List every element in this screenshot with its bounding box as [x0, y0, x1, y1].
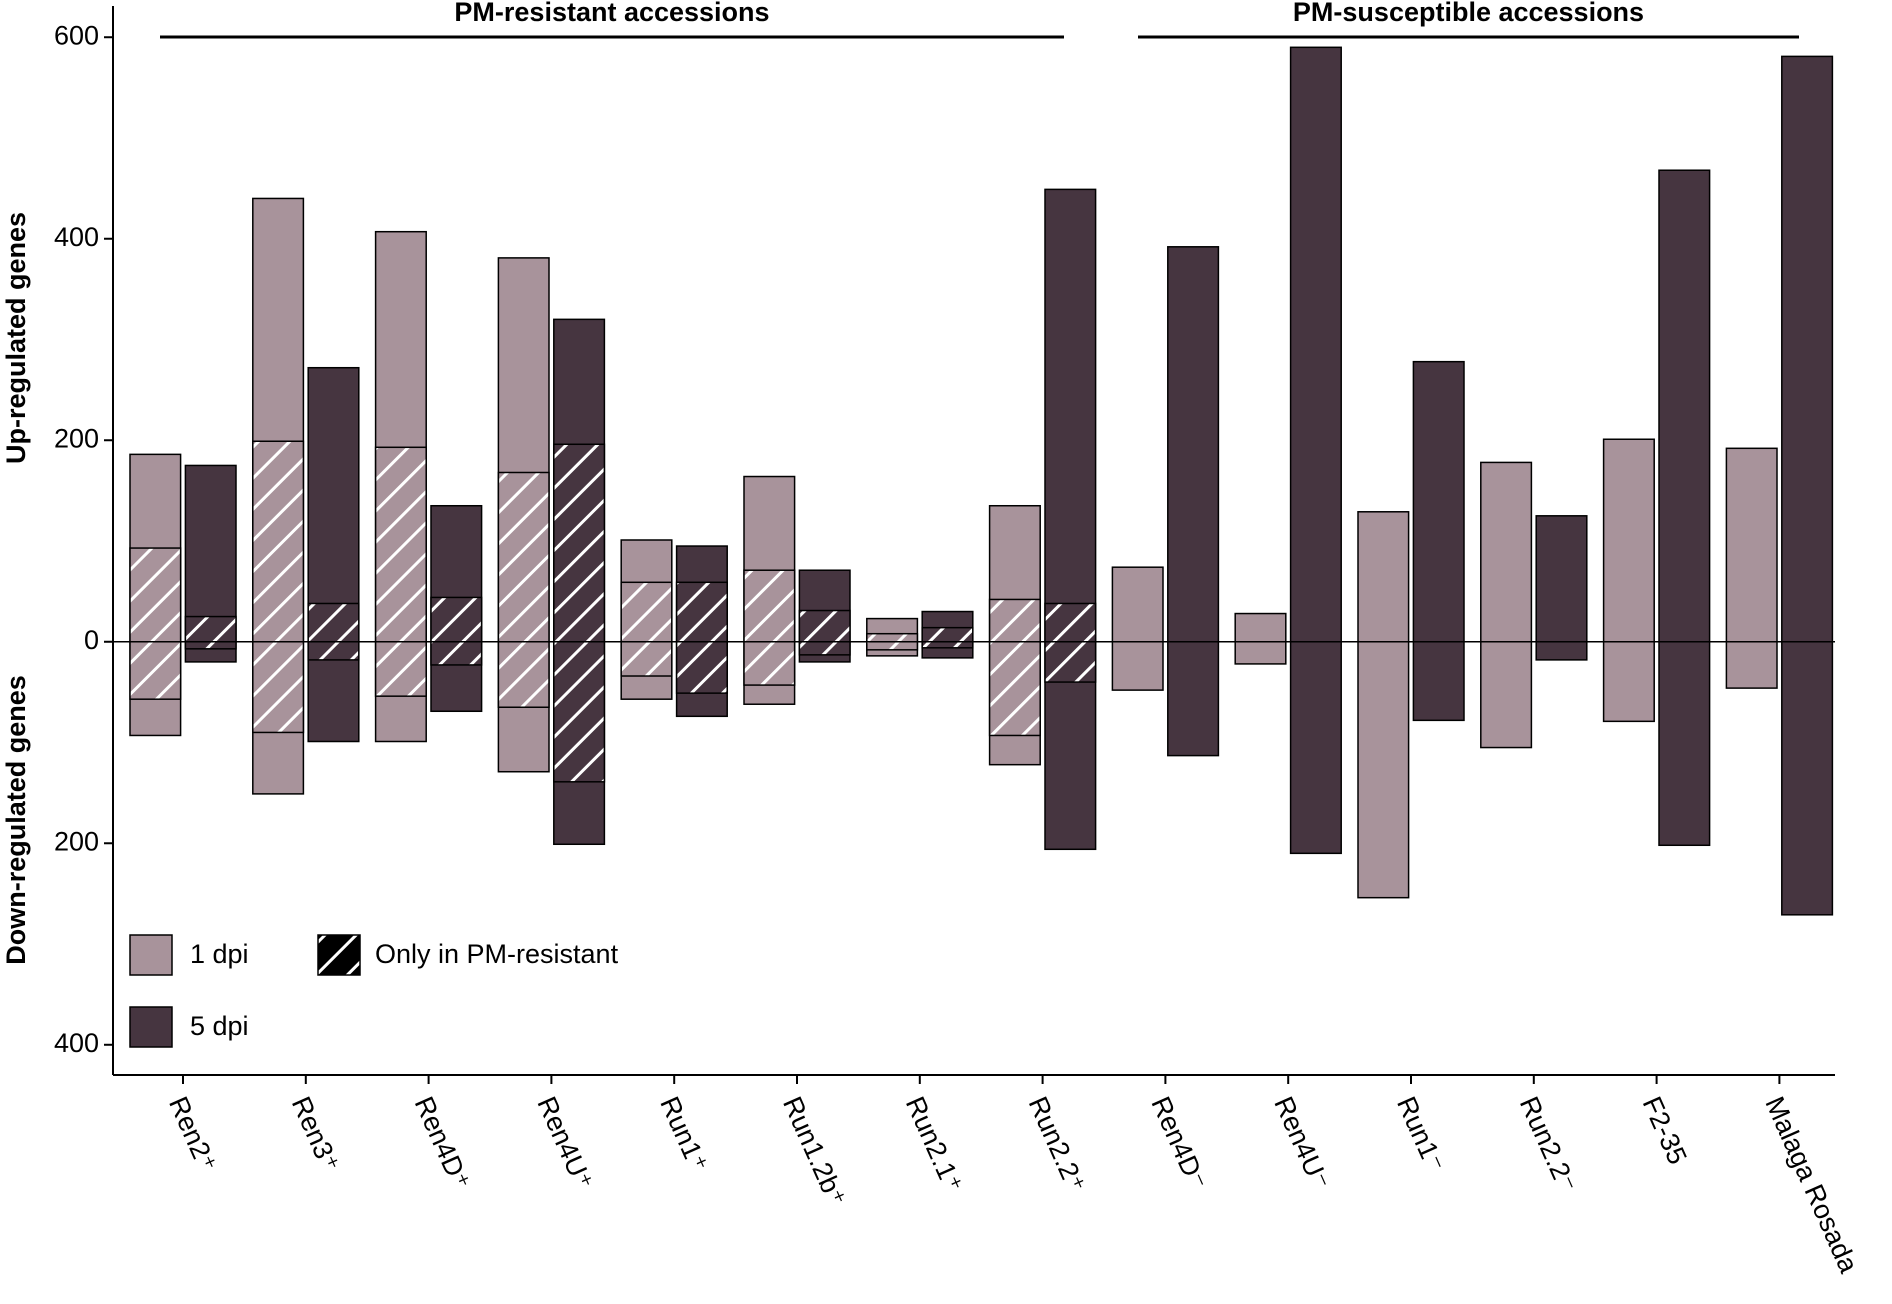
bar-down-only-resistant: [252, 641, 305, 734]
x-tick-label: Run1⁺: [654, 1092, 713, 1176]
legend-swatch: [129, 934, 173, 976]
x-tick-label: Run1⁻: [1391, 1092, 1450, 1176]
group-label: PM-resistant accessions: [454, 0, 769, 27]
x-tick-label: F2-35: [1637, 1092, 1693, 1169]
bar-down: [1167, 641, 1220, 757]
bar-up-only-resistant: [620, 581, 673, 643]
bar-up-only-resistant: [1044, 602, 1097, 643]
bar-up-only-resistant: [374, 446, 427, 643]
x-tick-label: Malaga Rosada: [1759, 1092, 1864, 1278]
bar-down-only-resistant: [620, 641, 673, 677]
x-tick-label: Ren4D⁺: [409, 1092, 476, 1194]
bar-up: [1602, 438, 1655, 643]
legend-label: 1 dpi: [190, 939, 249, 969]
x-tick-label: Ren3⁺: [286, 1092, 345, 1176]
bar-up: [1111, 566, 1164, 643]
bar-up: [1289, 46, 1342, 643]
bar-down-only-resistant: [374, 641, 427, 697]
bar-down: [1602, 641, 1655, 723]
bar-down-only-resistant: [129, 641, 182, 700]
y-tick-label: 400: [54, 222, 99, 252]
legend-label: Only in PM-resistant: [375, 939, 619, 969]
bar-up: [1725, 447, 1778, 643]
x-tick-label: Run2.2⁻: [1514, 1092, 1583, 1197]
bar-up-only-resistant: [430, 596, 483, 643]
bar-down-only-resistant: [988, 641, 1041, 737]
x-tick-label: Run1.2b⁺: [777, 1092, 852, 1210]
group-label: PM-susceptible accessions: [1293, 0, 1644, 27]
y-tick-label: 0: [84, 625, 99, 655]
x-tick-label: Ren2⁺: [163, 1092, 222, 1176]
bar-down-only-resistant: [430, 641, 483, 666]
bar-down-only-resistant: [866, 641, 919, 651]
bar-down: [1535, 641, 1588, 661]
bar-up: [1412, 360, 1465, 643]
bar-down: [1658, 641, 1711, 847]
bar-up-only-resistant: [553, 443, 606, 643]
bar-down: [1480, 641, 1533, 749]
y-tick-label: 200: [54, 826, 99, 856]
bar-down: [1289, 641, 1342, 855]
bar-up-only-resistant: [988, 598, 1041, 643]
bar-down-only-resistant: [743, 641, 796, 686]
bar-down-only-resistant: [675, 641, 728, 694]
legend-label: 5 dpi: [190, 1011, 249, 1041]
bar-up-only-resistant: [252, 440, 305, 643]
bar-up: [1781, 55, 1834, 643]
bar-down-only-resistant: [307, 641, 360, 661]
bar-up-only-resistant: [497, 471, 550, 643]
bar-up: [1535, 515, 1588, 643]
y-label-down: Down-regulated genes: [1, 675, 31, 965]
bar-up-only-resistant: [184, 615, 237, 643]
bar-down-only-resistant: [553, 641, 606, 783]
bar-up-only-resistant: [675, 581, 728, 643]
bar-up: [1480, 461, 1533, 643]
bar-up-only-resistant: [866, 632, 919, 643]
bar-up-only-resistant: [129, 547, 182, 643]
bar-down-only-resistant: [921, 641, 974, 649]
bar-down-only-resistant: [184, 641, 237, 650]
bar-down: [1357, 641, 1410, 899]
bar-up: [1044, 188, 1097, 643]
x-tick-label: Run2.1⁺: [900, 1092, 969, 1197]
bar-down-only-resistant: [1044, 641, 1097, 683]
x-tick-label: Ren4D⁻: [1145, 1092, 1212, 1194]
bar-up: [1167, 246, 1220, 643]
bar-up: [1658, 169, 1711, 643]
bar-down-only-resistant: [798, 641, 851, 656]
bar-up: [1234, 612, 1287, 643]
bar-up: [307, 366, 360, 643]
bar-up: [184, 464, 237, 643]
bar-up-only-resistant: [798, 609, 851, 643]
bar-down: [1234, 641, 1287, 665]
y-tick-label: 400: [54, 1028, 99, 1058]
y-tick-label: 600: [54, 20, 99, 50]
x-tick-label: Run2.2⁺: [1023, 1092, 1092, 1197]
bar-down: [1781, 641, 1834, 916]
bar-down: [1111, 641, 1164, 691]
x-tick-label: Ren4U⁻: [1268, 1092, 1335, 1194]
bar-up-only-resistant: [921, 626, 974, 643]
x-tick-label: Ren4U⁺: [531, 1092, 598, 1194]
bar-up-only-resistant: [307, 602, 360, 643]
legend-swatch: [129, 1006, 173, 1048]
bar-down: [1725, 641, 1778, 689]
bar-up-only-resistant: [743, 569, 796, 643]
bar-up: [1357, 511, 1410, 643]
y-tick-label: 200: [54, 423, 99, 453]
y-label-up: Up-regulated genes: [1, 212, 31, 464]
bar-down-only-resistant: [497, 641, 550, 708]
bar-down: [1412, 641, 1465, 722]
legend-swatch-hatch: [317, 934, 361, 976]
